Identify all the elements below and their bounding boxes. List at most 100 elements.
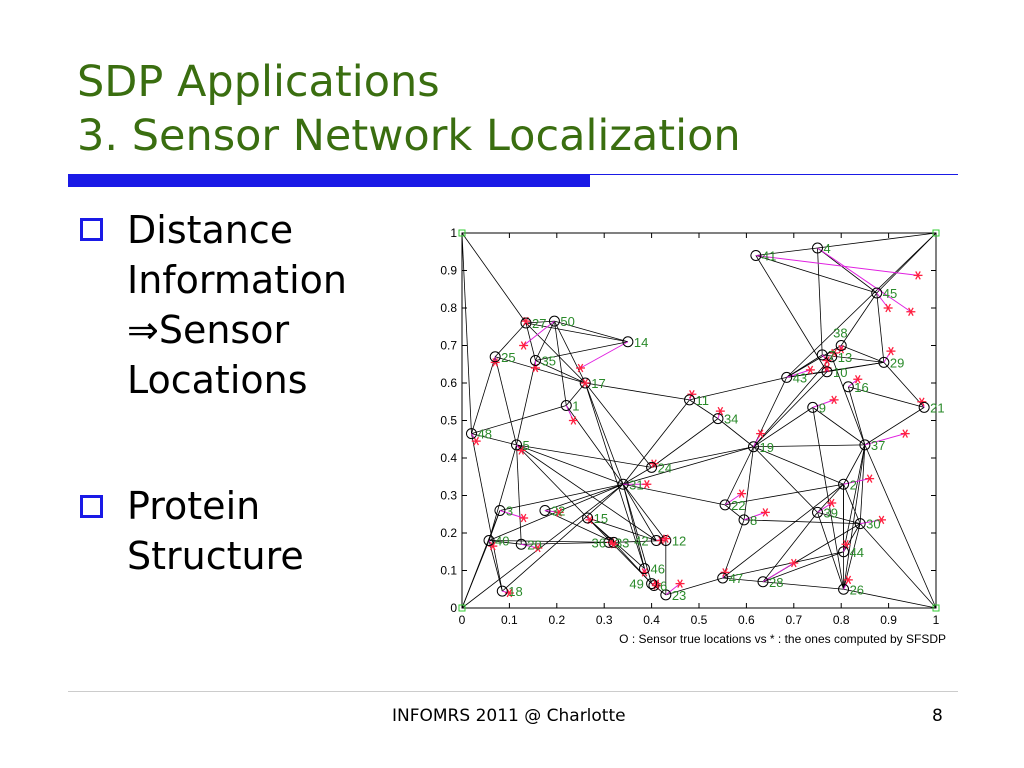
error-line [499,510,524,519]
network-edge [489,540,614,543]
network-edge [584,382,645,569]
sensor-label: 1 [572,399,579,414]
network-edge [843,444,866,485]
network-edge [817,483,844,513]
network-edge [843,444,866,552]
true-location-circle [638,563,650,575]
sensor-label: 13 [838,350,852,365]
sensor-label: 39 [824,505,838,520]
y-tick-label: 0.7 [440,339,457,353]
network-edge [847,386,866,445]
x-tick-label: 0.4 [643,613,660,627]
network-edge [651,446,754,468]
network-edge [817,247,823,355]
network-edge [753,444,865,448]
sensor-label: 6 [660,579,667,594]
sensor-label: 21 [930,400,944,415]
true-location-circle [812,506,823,518]
estimated-location-star [883,303,893,313]
sensor-label: 2 [850,477,857,492]
estimated-location-star [661,534,671,543]
network-edge [565,405,624,485]
sensor-label: 29 [890,355,904,370]
network-edge [516,444,588,519]
sensor-label: 33 [615,535,629,550]
network-edge [762,581,844,590]
footer-divider [68,691,958,692]
x-tick-label: 0 [459,613,466,627]
sensor-label: 24 [658,460,672,475]
true-location-circle [496,585,508,597]
sensor-label: 10 [833,365,847,380]
y-tick-label: 0.8 [440,301,457,315]
error-line [724,493,742,506]
sensor-label: 41 [762,249,776,264]
network-edge [516,360,536,445]
footer-text: INFOMRS 2011 @ Charlotte [392,706,626,726]
true-location-circle [748,441,760,453]
estimated-location-star [876,515,886,525]
sensor-label: 32 [551,504,565,519]
sensor-label: 27 [532,316,546,331]
error-line [864,433,906,446]
true-location-circle [750,250,762,261]
x-tick-label: 0.3 [596,613,613,627]
network-edge [812,407,844,590]
sensor-label: 3 [506,504,513,519]
network-edge [689,376,787,401]
true-location-circle [684,394,696,406]
bullet-line: Distance [127,208,294,252]
true-location-circle [646,578,658,590]
sensor-label: 45 [883,286,897,301]
network-edge [864,407,925,446]
bullet-line: Structure [127,534,304,578]
network-edge [817,512,844,590]
network-edge [461,232,527,324]
true-location-circle [918,401,930,413]
network-edge [516,444,624,485]
sensor-label: 31 [629,477,643,492]
x-tick-label: 0.7 [785,613,802,627]
estimated-location-star [519,341,529,350]
estimated-location-star [471,436,481,446]
network-edge [471,356,496,434]
estimated-location-star [805,365,815,375]
anchor-square [932,604,940,612]
true-location-circle [807,401,819,413]
bullet-line: Information [127,258,347,302]
network-edge [471,433,503,592]
true-location-circle [603,536,615,548]
network-edge [786,354,823,378]
true-location-circle [660,535,672,546]
estimated-location-star [843,575,853,585]
network-edge [753,446,818,513]
sensor-label: 40 [495,534,509,549]
estimated-location-star [533,543,543,553]
y-tick-label: 0.2 [440,526,457,540]
estimated-location-star [906,307,916,316]
network-edge [717,418,754,448]
network-edge [623,446,754,485]
sensor-label: 30 [866,517,880,532]
y-tick-label: 1 [450,226,457,240]
network-edge [535,320,555,361]
true-location-circle [660,589,672,601]
network-edge [585,382,690,401]
estimated-location-star [675,579,685,588]
sensor-label: 34 [724,412,738,427]
y-tick-label: 0.5 [440,414,457,428]
x-tick-label: 0.9 [880,613,897,627]
true-location-circle [515,538,527,550]
sensor-label: 46 [650,562,664,577]
network-edge [622,484,645,569]
sensor-label: 15 [594,511,608,526]
bullet-line: ⇒Sensor [127,308,290,352]
network-edge [831,356,866,446]
network-edge [651,418,719,468]
network-edge [725,483,844,506]
network-edge [843,484,861,524]
y-tick-label: 0.9 [440,264,457,278]
sensor-label: 11 [696,393,710,408]
true-location-circle [859,439,871,451]
estimated-location-star [580,378,590,388]
